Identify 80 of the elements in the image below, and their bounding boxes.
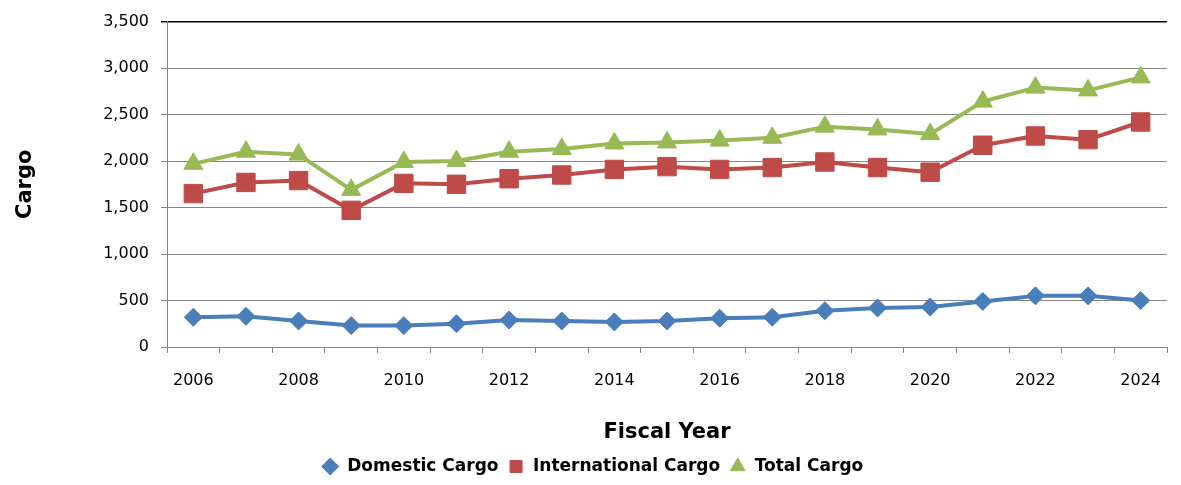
point xyxy=(973,135,993,155)
point xyxy=(867,157,888,178)
legend-label: International Cargo xyxy=(533,454,721,475)
point xyxy=(183,152,204,170)
point xyxy=(1131,291,1151,311)
point xyxy=(288,143,309,161)
point xyxy=(1025,76,1046,94)
y-tick-label: 1,000 xyxy=(103,243,149,263)
y-tick-label: 3,000 xyxy=(103,57,149,77)
point xyxy=(920,122,941,141)
point xyxy=(446,314,466,334)
point xyxy=(552,311,572,331)
y-axis-title: Cargo xyxy=(12,149,37,219)
point xyxy=(657,156,677,177)
point xyxy=(341,316,361,336)
point xyxy=(235,140,256,158)
x-tick-label: 2020 xyxy=(909,369,951,389)
point xyxy=(867,117,888,136)
y-tick-label: 2,000 xyxy=(103,150,149,170)
x-tick-label: 2012 xyxy=(488,369,530,389)
legend-label: Total Cargo xyxy=(754,454,864,475)
point xyxy=(868,298,888,318)
point xyxy=(762,126,783,144)
point xyxy=(394,173,414,194)
point xyxy=(1078,129,1098,150)
point xyxy=(341,178,362,196)
point xyxy=(446,149,467,168)
point xyxy=(709,129,730,147)
point xyxy=(604,131,625,150)
point xyxy=(657,311,677,331)
point xyxy=(709,159,730,180)
point xyxy=(446,174,467,194)
x-tick-label: 2006 xyxy=(172,369,214,389)
point xyxy=(236,172,256,193)
point xyxy=(604,312,624,332)
point xyxy=(920,297,940,317)
point xyxy=(920,162,940,182)
x-tick-label: 2022 xyxy=(1015,369,1056,389)
point xyxy=(183,183,204,204)
y-tick-label: 1,500 xyxy=(103,196,149,216)
point xyxy=(394,316,414,336)
point xyxy=(236,306,256,326)
legend-label: Domestic Cargo xyxy=(347,454,499,475)
point xyxy=(499,140,520,158)
point xyxy=(393,150,414,168)
point xyxy=(710,308,730,328)
point xyxy=(288,170,309,191)
point xyxy=(815,152,835,172)
y-tick-label: 0 xyxy=(138,336,149,356)
point xyxy=(815,301,835,321)
x-axis-title: Fiscal Year xyxy=(603,418,732,443)
y-tick-label: 2,500 xyxy=(103,103,149,123)
point xyxy=(604,159,625,180)
point xyxy=(1130,112,1151,132)
point xyxy=(1025,286,1045,306)
y-tick-label: 500 xyxy=(118,289,149,309)
point xyxy=(499,310,519,330)
point xyxy=(1130,65,1151,84)
x-tick-label: 2018 xyxy=(804,369,846,389)
point xyxy=(341,200,361,221)
point xyxy=(183,307,203,327)
x-tick-label: 2010 xyxy=(383,369,425,389)
x-tick-label: 2008 xyxy=(278,369,319,389)
point xyxy=(1078,286,1098,306)
point xyxy=(1078,78,1099,97)
x-tick-label: 2014 xyxy=(594,369,635,389)
point xyxy=(551,137,572,155)
point xyxy=(973,291,993,311)
point xyxy=(656,130,678,149)
point xyxy=(762,157,782,178)
x-tick-label: 2016 xyxy=(699,369,740,389)
point xyxy=(814,115,835,133)
x-tick-label: 2024 xyxy=(1120,369,1162,389)
point xyxy=(762,307,782,327)
point xyxy=(289,311,309,331)
point xyxy=(1025,126,1046,146)
point xyxy=(552,165,572,185)
y-tick-label: 3,500 xyxy=(103,10,149,30)
point xyxy=(499,169,519,189)
point xyxy=(972,90,993,108)
